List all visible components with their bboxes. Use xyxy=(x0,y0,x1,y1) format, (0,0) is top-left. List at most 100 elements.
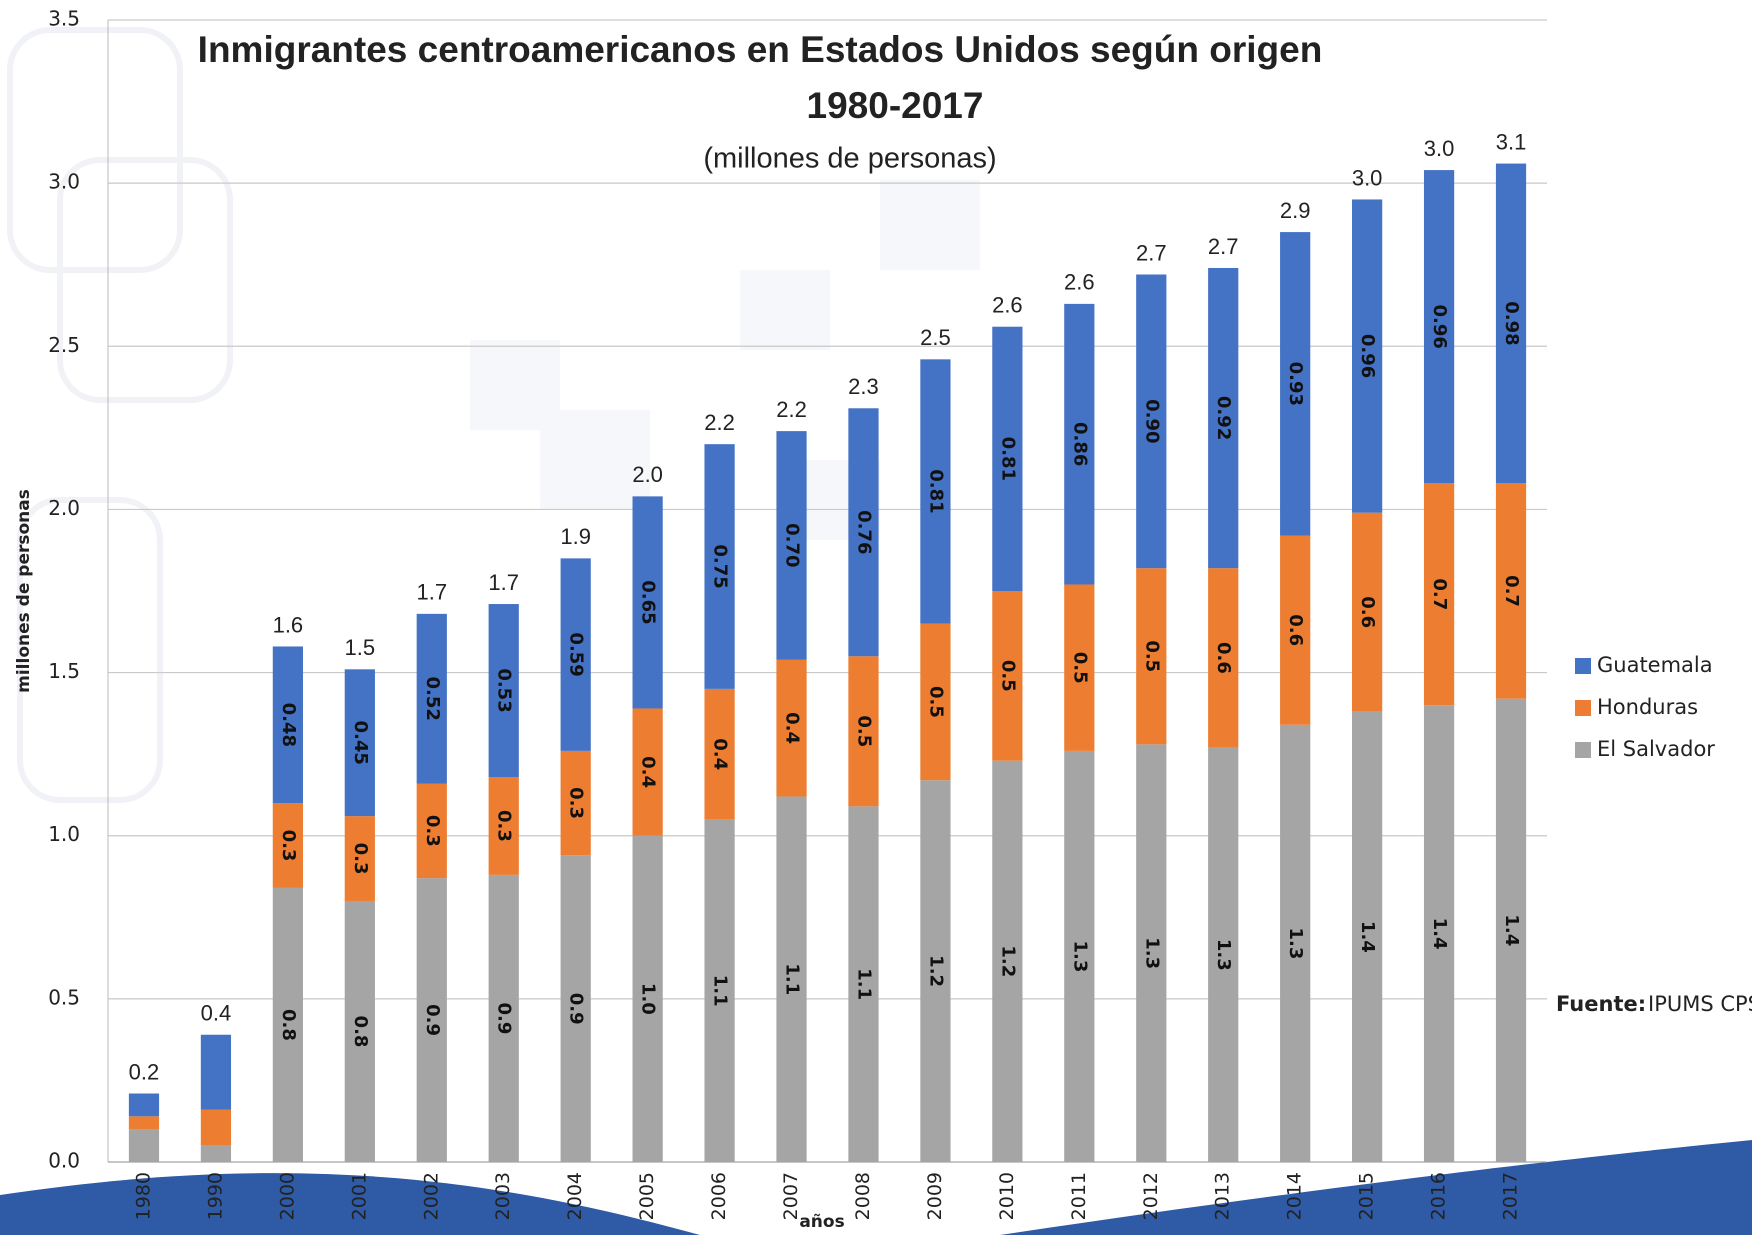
y-tick-label: 1.0 xyxy=(48,822,80,846)
x-tick-label: 2008 xyxy=(852,1172,874,1220)
data-label: 0.4 xyxy=(710,738,731,770)
source-text: IPUMS CPS, 2018 xyxy=(1648,992,1752,1016)
data-label: 0.53 xyxy=(494,668,515,712)
data-label: 1.3 xyxy=(1213,939,1234,971)
x-tick-label: 2006 xyxy=(708,1172,730,1220)
bar-segment xyxy=(129,1129,159,1162)
total-label: 2.3 xyxy=(848,374,879,399)
total-label: 2.2 xyxy=(704,410,735,435)
x-tick-label: 2012 xyxy=(1140,1172,1162,1220)
legend-swatch xyxy=(1575,700,1591,716)
data-label: 0.45 xyxy=(350,721,371,765)
data-label: 0.86 xyxy=(1069,422,1090,466)
data-label: 0.52 xyxy=(422,676,443,720)
data-label: 0.5 xyxy=(1069,652,1090,684)
chart-title: Inmigrantes centroamericanos en Estados … xyxy=(198,29,1323,70)
data-label: 1.0 xyxy=(638,983,659,1015)
y-tick-label: 3.0 xyxy=(48,170,80,194)
data-label: 0.70 xyxy=(782,523,803,567)
data-label: 1.1 xyxy=(710,975,731,1007)
total-label: 3.0 xyxy=(1424,136,1455,161)
x-tick-label: 2004 xyxy=(564,1172,586,1220)
data-label: 0.9 xyxy=(566,993,587,1025)
data-label: 0.7 xyxy=(1429,578,1450,610)
data-label: 0.5 xyxy=(997,660,1018,692)
bar-segment xyxy=(201,1110,231,1146)
data-label: 1.4 xyxy=(1429,918,1450,950)
bar-segment xyxy=(129,1093,159,1116)
total-label: 2.6 xyxy=(992,293,1023,318)
total-label: 2.7 xyxy=(1136,240,1167,265)
total-label: 3.1 xyxy=(1496,129,1527,154)
total-label: 1.7 xyxy=(488,570,519,595)
data-label: 0.96 xyxy=(1429,304,1450,348)
y-tick-label: 0.5 xyxy=(48,985,80,1009)
y-tick-label: 2.0 xyxy=(48,496,80,520)
chart-subtitle: (millones de personas) xyxy=(703,143,996,175)
data-label: 0.96 xyxy=(1357,334,1378,378)
data-label: 0.4 xyxy=(638,756,659,788)
data-label: 0.5 xyxy=(925,686,946,718)
total-label: 2.2 xyxy=(776,397,807,422)
x-tick-label: 2007 xyxy=(780,1172,802,1220)
data-label: 0.3 xyxy=(350,843,371,875)
data-label: 0.9 xyxy=(494,1002,515,1034)
source-label: Fuente: xyxy=(1556,992,1646,1016)
data-label: 0.48 xyxy=(278,703,299,747)
data-label: 0.92 xyxy=(1213,396,1234,440)
data-label: 0.4 xyxy=(782,712,803,744)
total-label: 2.5 xyxy=(920,325,951,350)
x-tick-label: 2013 xyxy=(1212,1172,1234,1220)
total-label: 0.2 xyxy=(129,1059,160,1084)
data-label: 0.3 xyxy=(494,810,515,842)
x-tick-label: 2016 xyxy=(1428,1172,1450,1220)
data-label: 0.65 xyxy=(638,580,659,624)
x-tick-label: 2017 xyxy=(1500,1172,1522,1220)
total-label: 2.6 xyxy=(1064,270,1095,295)
total-label: 1.7 xyxy=(416,580,447,605)
data-label: 1.1 xyxy=(782,963,803,995)
data-label: 0.76 xyxy=(853,510,874,554)
total-label: 1.9 xyxy=(560,524,591,549)
bar-segment xyxy=(201,1146,231,1162)
y-tick-label: 3.5 xyxy=(48,7,80,31)
total-label: 1.5 xyxy=(345,635,376,660)
total-label: 2.7 xyxy=(1208,234,1239,259)
data-label: 0.93 xyxy=(1285,362,1306,406)
data-label: 0.8 xyxy=(350,1016,371,1048)
data-label: 1.3 xyxy=(1285,927,1306,959)
data-label: 0.90 xyxy=(1141,399,1162,443)
data-label: 1.1 xyxy=(853,968,874,1000)
total-label: 2.9 xyxy=(1280,198,1311,223)
legend-label: Guatemala xyxy=(1597,653,1713,677)
y-tick-label: 0.0 xyxy=(48,1149,80,1173)
y-axis-label: millones de personas xyxy=(14,489,34,693)
data-label: 0.9 xyxy=(422,1004,443,1036)
data-label: 1.2 xyxy=(925,955,946,987)
y-tick-label: 2.5 xyxy=(48,333,80,357)
data-label: 1.3 xyxy=(1069,940,1090,972)
data-label: 0.81 xyxy=(925,469,946,513)
data-label: 0.59 xyxy=(566,632,587,676)
x-tick-label: 2015 xyxy=(1356,1172,1378,1220)
x-tick-label: 2010 xyxy=(996,1172,1018,1220)
legend-swatch xyxy=(1575,658,1591,674)
total-label: 1.6 xyxy=(273,612,304,637)
data-label: 0.3 xyxy=(566,787,587,819)
total-label: 0.4 xyxy=(201,1001,232,1026)
data-label: 0.7 xyxy=(1501,575,1522,607)
data-label: 0.75 xyxy=(710,544,731,588)
data-label: 0.81 xyxy=(997,437,1018,481)
x-tick-label: 2003 xyxy=(492,1172,514,1220)
bar-segment xyxy=(201,1035,231,1110)
data-label: 1.3 xyxy=(1141,937,1162,969)
data-label: 0.8 xyxy=(278,1009,299,1041)
data-label: 0.6 xyxy=(1213,642,1234,674)
x-tick-label: 2011 xyxy=(1068,1172,1090,1220)
legend-label: Honduras xyxy=(1597,695,1698,719)
total-label: 3.0 xyxy=(1352,165,1383,190)
chart: Inmigrantes centroamericanos en Estados … xyxy=(0,0,1752,1235)
data-label: 0.3 xyxy=(278,830,299,862)
data-label: 0.6 xyxy=(1285,614,1306,646)
bar-segment xyxy=(129,1116,159,1129)
